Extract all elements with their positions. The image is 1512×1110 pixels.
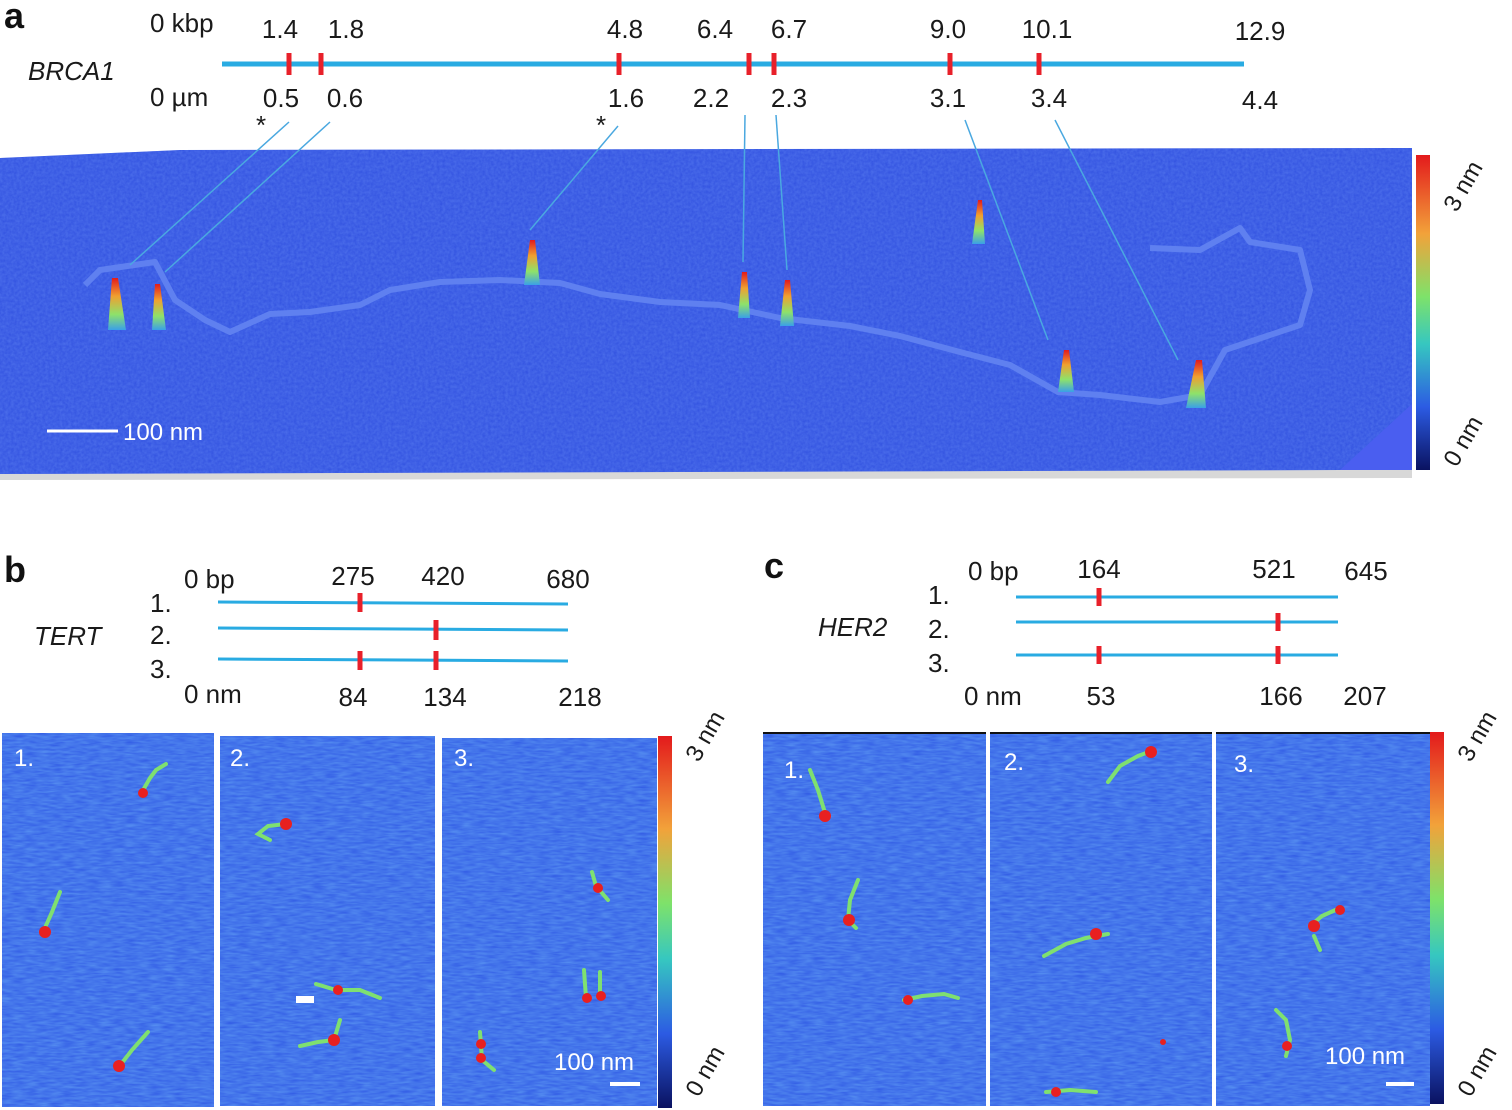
colorbar-c-max: 3 nm xyxy=(1452,706,1502,766)
um-tick-label: 3.1 xyxy=(930,83,966,113)
tert-afm-image-2: 2. xyxy=(220,736,435,1106)
tert-bp-tick: 275 xyxy=(331,561,374,591)
her2-nm-tick: 53 xyxy=(1087,681,1116,711)
her2-afm-image-3: 3. 100 nm xyxy=(1216,732,1430,1106)
tert-image-label: 3. xyxy=(454,745,474,772)
her2-image-label: 2. xyxy=(1004,749,1024,776)
her2-row-label: 2. xyxy=(928,614,950,644)
tert-row-label: 2. xyxy=(150,620,172,650)
kbp-tick-label: 6.4 xyxy=(697,14,733,44)
tert-dna-lines xyxy=(217,600,569,663)
her2-markers xyxy=(1096,588,1281,664)
colorbar-c-min: 0 nm xyxy=(1452,1041,1502,1101)
panel-b: b 0 bp 275 420 680 TERT 1. 2. 3. 0 nm 84… xyxy=(2,549,731,1108)
tert-scalebar-label: 100 nm xyxy=(554,1049,634,1076)
protein-spikes xyxy=(108,200,1206,408)
um-tick-label: 0.5 xyxy=(263,83,299,113)
tert-afm-image-1: 1. xyxy=(2,733,214,1107)
um-tick-label: 2.2 xyxy=(693,83,729,113)
kbp-tick-label: 12.9 xyxy=(1235,16,1286,46)
colorbar-b-max: 3 nm xyxy=(680,706,730,766)
her2-nm-start: 0 nm xyxy=(964,681,1022,711)
tert-small-scalebar xyxy=(296,996,314,1003)
kbp-tick-label: 6.7 xyxy=(771,14,807,44)
tert-bp-tick: 420 xyxy=(421,561,464,591)
colorbar-c xyxy=(1430,732,1444,1104)
kbp-tick-label: 9.0 xyxy=(930,14,966,44)
asterisk-mark: * xyxy=(256,110,266,140)
brca1-gene-label: BRCA1 xyxy=(28,56,115,86)
dna-molecule xyxy=(82,225,1313,405)
tert-nm-start: 0 nm xyxy=(184,679,242,709)
um-tick-label: 2.3 xyxy=(771,83,807,113)
brca1-scalebar-label: 100 nm xyxy=(123,419,203,446)
asterisk-mark: * xyxy=(596,110,606,140)
colorbar-b-min: 0 nm xyxy=(680,1041,730,1101)
her2-afm-image-2: 2. xyxy=(990,732,1212,1106)
kbp-tick-label: 4.8 xyxy=(607,14,643,44)
tert-bp-start: 0 bp xyxy=(184,564,235,594)
her2-nm-tick: 207 xyxy=(1343,681,1386,711)
tert-bp-tick: 680 xyxy=(546,564,589,594)
panel-c-label: c xyxy=(764,545,784,586)
kbp-tick-label: 1.4 xyxy=(262,14,298,44)
her2-bp-tick: 645 xyxy=(1344,556,1387,586)
kbp-unit-label: 0 kbp xyxy=(150,8,214,38)
her2-gene-label: HER2 xyxy=(818,612,888,642)
tert-image-label: 2. xyxy=(230,745,250,772)
um-tick-label: 0.6 xyxy=(327,83,363,113)
tert-nm-tick: 84 xyxy=(339,682,368,712)
leader-lines xyxy=(129,114,1179,361)
um-tick-label: 4.4 xyxy=(1242,85,1278,115)
um-unit-label: 0 µm xyxy=(150,82,208,112)
tert-markers xyxy=(357,593,439,670)
tert-row-label: 1. xyxy=(150,588,172,618)
her2-nm-tick: 166 xyxy=(1259,681,1302,711)
colorbar-a-max: 3 nm xyxy=(1438,156,1488,216)
tert-nm-tick: 134 xyxy=(423,682,466,712)
her2-image-label: 1. xyxy=(784,757,804,784)
brca1-afm-image: 100 nm xyxy=(0,114,1412,480)
tert-row-label: 3. xyxy=(150,654,172,684)
her2-bp-start: 0 bp xyxy=(968,556,1019,586)
kbp-tick-labels: 1.4 1.8 4.8 6.4 6.7 9.0 10.1 12.9 xyxy=(262,14,1285,46)
her2-afm-image-1: 1. xyxy=(763,732,986,1106)
tert-afm-image-3: 3. 100 nm xyxy=(442,738,657,1106)
tert-nm-tick: 218 xyxy=(558,682,601,712)
um-tick-label: 3.4 xyxy=(1031,83,1067,113)
panel-a: a 0 kbp BRCA1 0 µm 1.4 1.8 4.8 6.4 6.7 9… xyxy=(0,0,1489,480)
panel-a-label: a xyxy=(4,0,25,36)
brca1-markers xyxy=(286,53,1042,75)
her2-image-label: 3. xyxy=(1234,751,1254,778)
her2-row-label: 3. xyxy=(928,648,950,678)
um-tick-labels: 0.5 0.6 1.6 2.2 2.3 3.1 3.4 4.4 xyxy=(263,83,1278,115)
colorbar-a-min: 0 nm xyxy=(1438,411,1488,471)
tert-gene-label: TERT xyxy=(34,621,104,651)
kbp-tick-label: 10.1 xyxy=(1022,14,1073,44)
her2-row-label: 1. xyxy=(928,580,950,610)
her2-scalebar-label: 100 nm xyxy=(1325,1043,1405,1070)
her2-bp-tick: 521 xyxy=(1252,554,1295,584)
um-tick-label: 1.6 xyxy=(608,83,644,113)
panel-b-label: b xyxy=(4,549,26,590)
kbp-tick-label: 1.8 xyxy=(328,14,364,44)
her2-dna-lines xyxy=(1016,595,1338,657)
tert-image-label: 1. xyxy=(14,745,34,772)
her2-bp-tick: 164 xyxy=(1077,554,1120,584)
colorbar-b xyxy=(658,736,672,1108)
panel-c: c 0 bp 164 521 645 HER2 1. 2. 3. 0 nm 53… xyxy=(763,545,1503,1106)
colorbar-a xyxy=(1416,155,1430,470)
